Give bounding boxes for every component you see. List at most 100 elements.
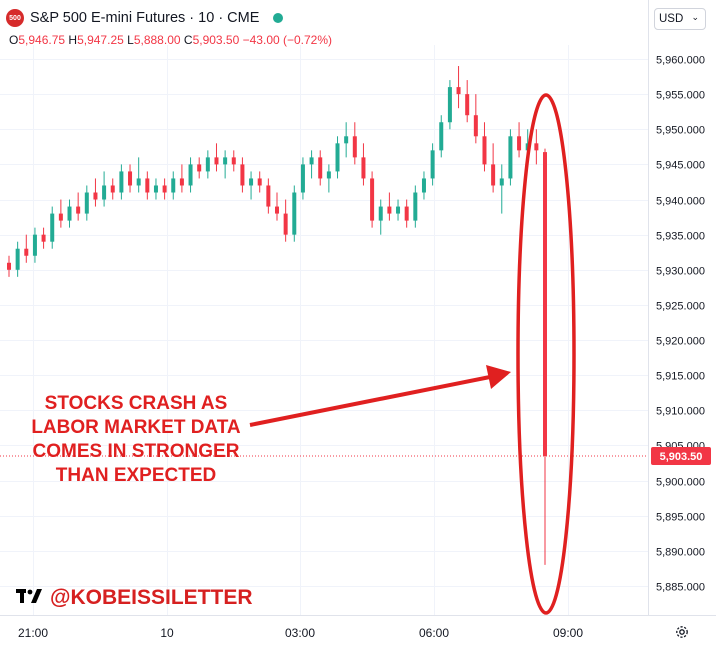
y-tick-label: 5,925.000 — [656, 301, 705, 313]
ohlc-close-key: C — [183, 33, 193, 47]
candle-body — [430, 150, 435, 179]
x-tick-label: 09:00 — [553, 626, 583, 640]
sp500-logo-icon: 500 — [6, 9, 24, 27]
x-tick-label: 06:00 — [419, 626, 449, 640]
candle-body — [456, 87, 461, 95]
y-tick-label: 5,895.000 — [656, 512, 705, 524]
candle-body — [370, 178, 375, 221]
y-tick-label: 5,950.000 — [656, 125, 705, 137]
candle-body — [93, 192, 98, 200]
candle-body — [197, 164, 202, 172]
candle-body — [24, 248, 29, 256]
y-tick-label: 5,910.000 — [656, 406, 705, 418]
candle-body — [378, 206, 383, 221]
candle-body — [153, 185, 158, 193]
y-tick-label: 5,940.000 — [656, 196, 705, 208]
candle-body — [110, 185, 115, 193]
x-tick-label: 21:00 — [18, 626, 48, 640]
candle-body — [335, 143, 340, 172]
candle-body — [543, 152, 547, 457]
candle-body — [326, 171, 331, 179]
candle-body — [231, 157, 236, 165]
candle-body — [421, 178, 426, 193]
candle-body — [188, 164, 193, 186]
candle-body — [491, 164, 496, 186]
y-tick-label: 5,955.000 — [656, 90, 705, 102]
ohlc-open-key: O — [9, 33, 19, 47]
candle-body — [266, 185, 271, 207]
candle-body — [7, 262, 11, 270]
candle-body — [145, 178, 150, 193]
symbol-title[interactable]: S&P 500 E-mini Futures · 10 · CME — [30, 10, 260, 26]
ohlc-readout: O5,946.75 H5,947.25 L5,888.00 C5,903.50 … — [9, 33, 332, 47]
candle-body — [309, 157, 314, 165]
candle-body — [534, 143, 539, 151]
candle-body — [128, 171, 133, 186]
ohlc-low: 5,888.00 — [133, 33, 181, 47]
chart-header: 500 S&P 500 E-mini Futures · 10 · CME — [6, 8, 284, 28]
candle-body — [508, 136, 513, 179]
ohlc-high-key: H — [68, 33, 78, 47]
author-handle: @KOBEISSILETTER — [50, 586, 253, 609]
y-tick-label: 5,915.000 — [656, 371, 705, 383]
candle-body — [283, 213, 288, 235]
annotation-line: COMES IN STRONGER — [32, 441, 240, 462]
candle-body — [67, 206, 72, 221]
candle-body — [41, 234, 46, 242]
ohlc-change: −43.00 (−0.72%) — [242, 33, 333, 47]
candle-body — [179, 178, 184, 186]
candle-body — [292, 192, 297, 235]
candle-body — [396, 206, 401, 214]
candle-body — [482, 136, 487, 165]
y-tick-label: 5,890.000 — [656, 547, 705, 559]
candle-body — [361, 157, 366, 179]
currency-label: USD — [659, 13, 684, 25]
candle-body — [447, 87, 452, 123]
candle-body — [352, 136, 357, 158]
highlight-ellipse — [516, 93, 576, 615]
candle-body — [162, 185, 167, 193]
y-tick-label: 5,900.000 — [656, 477, 705, 489]
candle-body — [240, 164, 245, 186]
candle-body — [223, 157, 228, 165]
candle-body — [318, 157, 323, 179]
candle-body — [119, 171, 124, 193]
candle-body — [344, 136, 349, 144]
candle-body — [465, 94, 470, 116]
candle-body — [439, 122, 444, 151]
candle-body — [102, 185, 107, 200]
candle-body — [58, 213, 63, 221]
y-tick-label: 5,945.000 — [656, 160, 705, 172]
annotation-line: THAN EXPECTED — [55, 465, 217, 486]
market-status-dot — [273, 13, 284, 23]
currency-selector[interactable]: USD ⌄ — [654, 8, 706, 30]
candle-body — [257, 178, 262, 186]
branding: @KOBEISSILETTER — [16, 585, 253, 611]
candle-body — [32, 234, 37, 256]
chevron-down-icon: ⌄ — [691, 12, 699, 22]
candle-body — [473, 115, 478, 137]
y-tick-label: 5,935.000 — [656, 231, 705, 243]
candle-body — [76, 206, 81, 214]
candle-body — [136, 178, 141, 186]
gear-icon[interactable] — [673, 623, 691, 641]
candle-body — [300, 164, 305, 193]
candle-body — [517, 136, 522, 151]
candle-body — [499, 178, 504, 186]
candle-body — [171, 178, 176, 193]
candle-body — [214, 157, 219, 165]
ohlc-close: 5,903.50 — [192, 33, 240, 47]
ohlc-high: 5,947.25 — [77, 33, 124, 47]
candle-body — [15, 248, 20, 270]
tradingview-logo-icon — [16, 585, 42, 611]
last-price-tag — [651, 447, 711, 466]
candle-body — [387, 206, 392, 214]
last-price-label: 5,903.50 — [660, 451, 703, 463]
annotation-arrow — [249, 375, 491, 427]
candle-body — [50, 213, 55, 242]
candle-body — [413, 192, 418, 221]
arrow-head — [486, 365, 511, 389]
candle-body — [275, 206, 279, 214]
x-tick-label: 03:00 — [285, 626, 315, 640]
